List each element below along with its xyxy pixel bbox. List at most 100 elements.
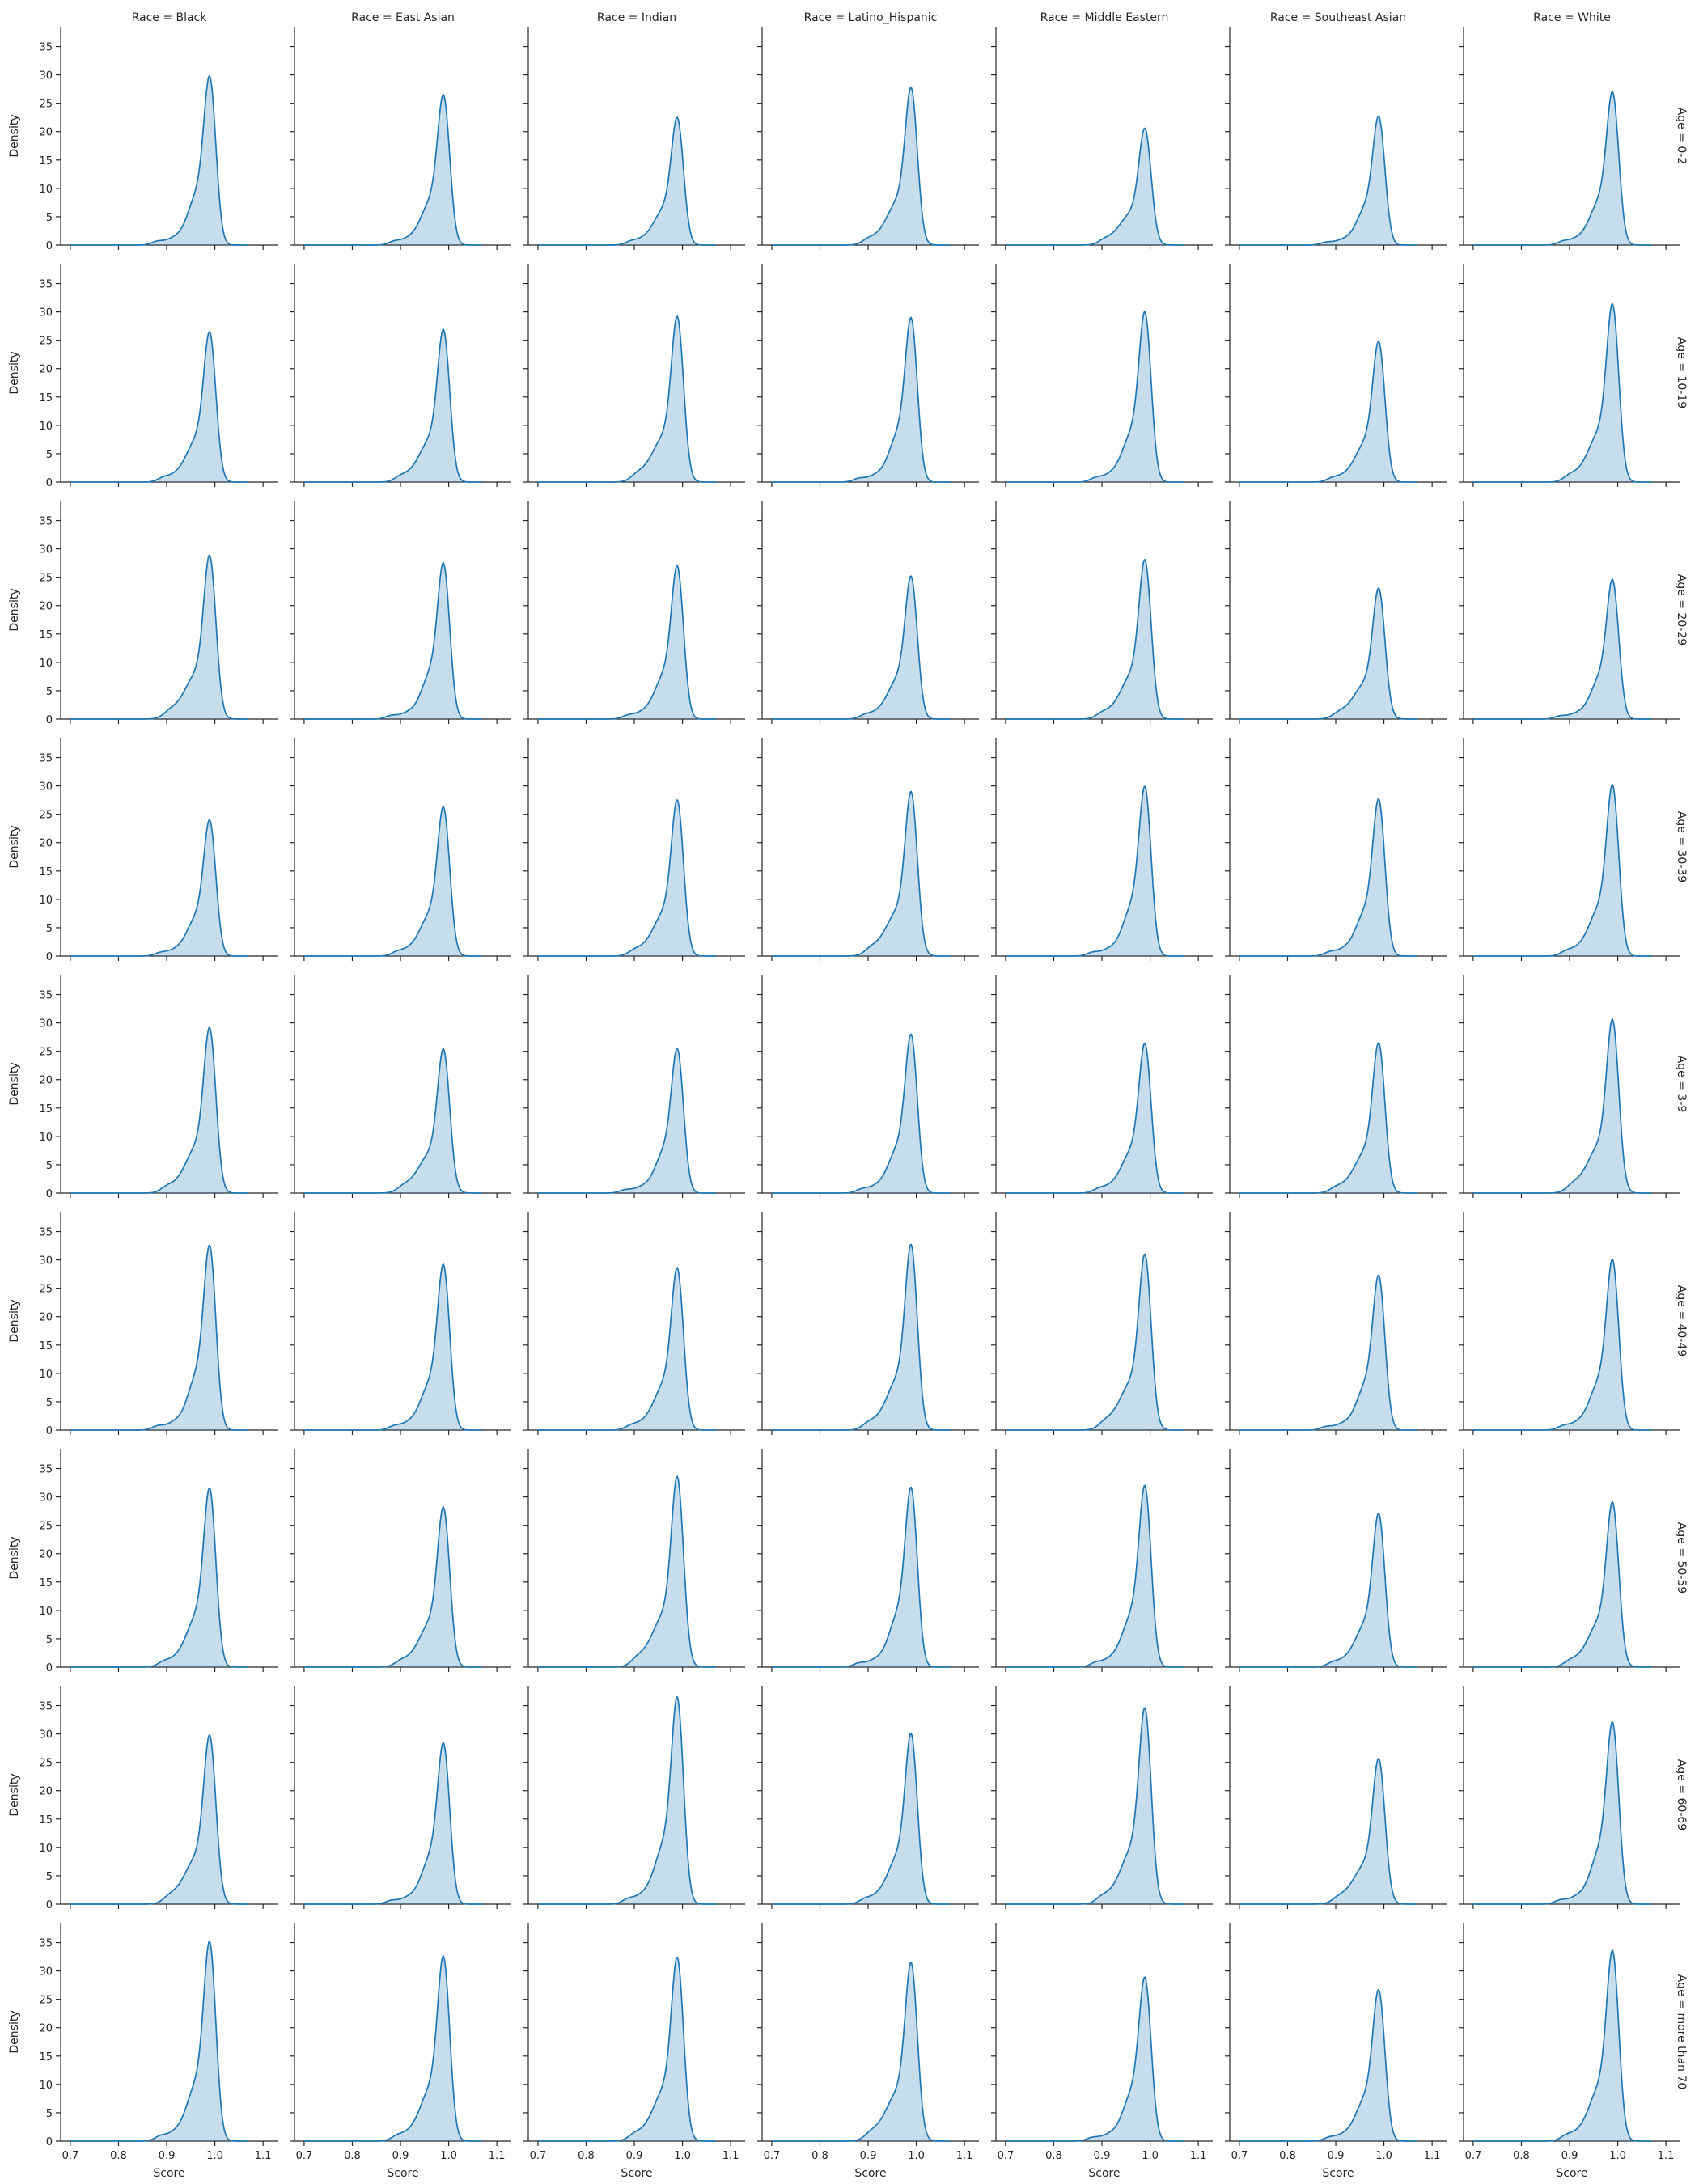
facet-panel xyxy=(523,738,745,961)
x-tick-label: 1.0 xyxy=(206,2150,223,2162)
kde-line xyxy=(303,1263,483,1431)
x-tick-label: 1.1 xyxy=(722,2150,739,2162)
kde-area xyxy=(1472,579,1652,719)
kde-area xyxy=(1472,1721,1652,1904)
kde-area xyxy=(70,1735,249,1904)
x-tick-label: 0.9 xyxy=(159,2150,176,2162)
kde-area xyxy=(1472,91,1652,245)
kde-area xyxy=(1239,116,1418,245)
kde-line xyxy=(537,1956,717,2142)
kde-area xyxy=(771,1733,951,1904)
kde-line xyxy=(1005,127,1184,246)
kde-area xyxy=(537,316,717,482)
kde-line xyxy=(70,1487,249,1668)
row-facet-title: Age = 50-59 xyxy=(1675,1522,1688,1594)
x-tick-label: 0.7 xyxy=(998,2150,1015,2162)
kde-line xyxy=(1239,1274,1418,1431)
y-tick-label: 25 xyxy=(39,1521,53,1533)
kde-area xyxy=(70,1245,249,1430)
x-tick-label: 0.9 xyxy=(392,2150,409,2162)
y-tick-label: 30 xyxy=(39,1729,53,1742)
kde-line xyxy=(70,331,249,483)
kde-area xyxy=(1239,588,1418,719)
x-tick-label: 0.9 xyxy=(860,2150,877,2162)
kde-line xyxy=(1472,1949,1652,2142)
y-tick-label: 15 xyxy=(39,155,53,167)
kde-line xyxy=(1239,1757,1418,1905)
x-tick-label: 1.1 xyxy=(255,2150,272,2162)
y-tick-label: 35 xyxy=(39,1938,53,1950)
kde-line xyxy=(537,1048,717,1194)
kde-line xyxy=(303,1505,483,1668)
facet-panel xyxy=(991,1449,1213,1672)
y-tick-label: 35 xyxy=(39,1701,53,1713)
row-facet-title: Age = more than 70 xyxy=(1675,1974,1688,2090)
facet-panel: 0.7 0.8 0.9 1.0 1.1 Score xyxy=(523,1923,745,2180)
kde-area xyxy=(1472,303,1652,482)
kde-area xyxy=(70,1488,249,1667)
kde-line xyxy=(771,1033,951,1194)
kde-line xyxy=(303,94,483,246)
kde-area xyxy=(303,95,483,245)
row-facet-title: Age = 3-9 xyxy=(1675,1056,1688,1113)
y-tick-label: 35 xyxy=(39,279,53,291)
facet-panel xyxy=(1459,1686,1680,1909)
facet-panel xyxy=(290,738,511,961)
y-tick-label: 20 xyxy=(39,601,53,613)
kde-line xyxy=(1239,115,1418,246)
y-axis-title: Density xyxy=(8,1062,21,1105)
y-tick-label: 0 xyxy=(46,1188,53,1200)
kde-line xyxy=(537,1267,717,1431)
kde-line xyxy=(70,74,249,246)
x-tick-label: 1.0 xyxy=(1609,2150,1626,2162)
kde-area xyxy=(1239,341,1418,482)
facet-panel xyxy=(757,738,979,961)
facet-panel: 0.7 0.8 0.9 1.0 1.1 Score xyxy=(290,1923,511,2180)
y-tick-label: 25 xyxy=(39,810,53,822)
y-tick-label: 25 xyxy=(39,1284,53,1296)
y-tick-label: 35 xyxy=(39,1227,53,1239)
facet-panel xyxy=(1459,1212,1680,1435)
kde-line xyxy=(1472,784,1652,957)
kde-line xyxy=(303,328,483,483)
facet-panel xyxy=(1225,501,1447,724)
kde-line xyxy=(1005,311,1184,483)
facet-panel xyxy=(1459,975,1680,1198)
kde-area xyxy=(1005,1043,1184,1193)
kde-area xyxy=(771,791,951,956)
kde-area xyxy=(303,563,483,719)
kde-line xyxy=(771,790,951,957)
y-tick-label: 25 xyxy=(39,1995,53,2007)
kde-area xyxy=(771,1244,951,1430)
y-tick-label: 5 xyxy=(46,1397,53,1409)
kde-area xyxy=(1005,128,1184,245)
x-tick-label: 0.8 xyxy=(578,2150,595,2162)
facet-panel xyxy=(290,27,511,250)
facet-panel xyxy=(523,1212,745,1435)
kde-line xyxy=(537,1475,717,1668)
y-tick-label: 30 xyxy=(39,544,53,557)
y-tick-label: 30 xyxy=(39,781,53,794)
x-tick-label: 0.7 xyxy=(1231,2150,1248,2162)
x-tick-label: 0.9 xyxy=(626,2150,643,2162)
y-tick-label: 5 xyxy=(46,212,53,224)
kde-area xyxy=(303,1507,483,1667)
kde-line xyxy=(771,1961,951,2142)
kde-line xyxy=(537,116,717,246)
kde-area xyxy=(537,565,717,719)
kde-area xyxy=(303,806,483,956)
kde-line xyxy=(537,315,717,483)
facet-panel xyxy=(757,501,979,724)
kde-area xyxy=(1005,1708,1184,1904)
facet-panel xyxy=(991,264,1213,487)
y-tick-label: 30 xyxy=(39,70,53,83)
kde-line xyxy=(1005,1484,1184,1668)
kde-line xyxy=(1005,785,1184,957)
facet-panel: 0 5 10 15 20 25 30 35 Density xyxy=(8,975,278,1200)
x-axis-title: Score xyxy=(387,2167,418,2180)
kde-line xyxy=(1239,1042,1418,1194)
kde-line xyxy=(1005,1707,1184,1905)
x-tick-label: 0.9 xyxy=(1328,2150,1345,2162)
row-facet-title: Age = 20-29 xyxy=(1675,574,1688,645)
